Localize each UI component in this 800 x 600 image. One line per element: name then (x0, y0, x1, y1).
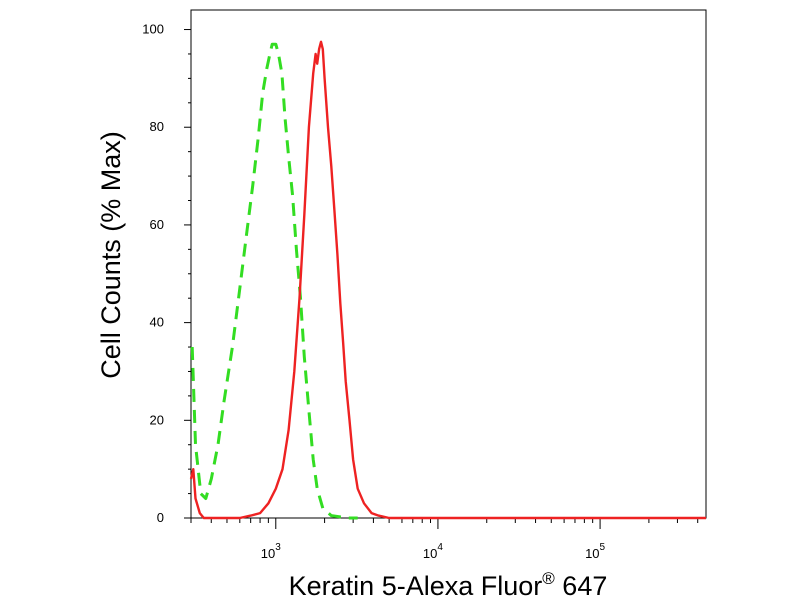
x-tick-label-base: 10 (423, 546, 437, 561)
plot-area (190, 9, 707, 519)
axis-ticks (184, 29, 699, 529)
x-axis-title-suffix: 647 (555, 571, 608, 600)
y-tick-label: 20 (150, 412, 164, 427)
x-tick-label-exponent: 4 (437, 542, 443, 553)
x-tick-label: 104 (423, 542, 443, 561)
x-axis-title-main: Keratin 5-Alexa Fluor (289, 571, 543, 600)
y-tick-label: 0 (157, 510, 164, 525)
histogram-curves (189, 40, 706, 520)
x-tick-label-base: 10 (585, 546, 599, 561)
sample-curve (189, 40, 706, 520)
y-tick-label: 40 (150, 315, 164, 330)
x-tick-label-exponent: 5 (600, 542, 606, 553)
y-tick-label: 80 (150, 119, 164, 134)
x-axis-title-registered-mark: ® (542, 569, 555, 588)
y-tick-label: 60 (150, 217, 164, 232)
y-tick-label: 100 (142, 22, 164, 37)
isotype-control-curve (190, 42, 358, 520)
y-axis-title: Cell Counts (% Max) (96, 131, 126, 379)
x-tick-label-exponent: 3 (275, 542, 281, 553)
x-tick-label-base: 10 (261, 546, 275, 561)
x-tick-label: 105 (585, 542, 605, 561)
x-tick-label: 103 (261, 542, 281, 561)
x-axis-title: Keratin 5-Alexa Fluor® 647 (289, 569, 608, 600)
